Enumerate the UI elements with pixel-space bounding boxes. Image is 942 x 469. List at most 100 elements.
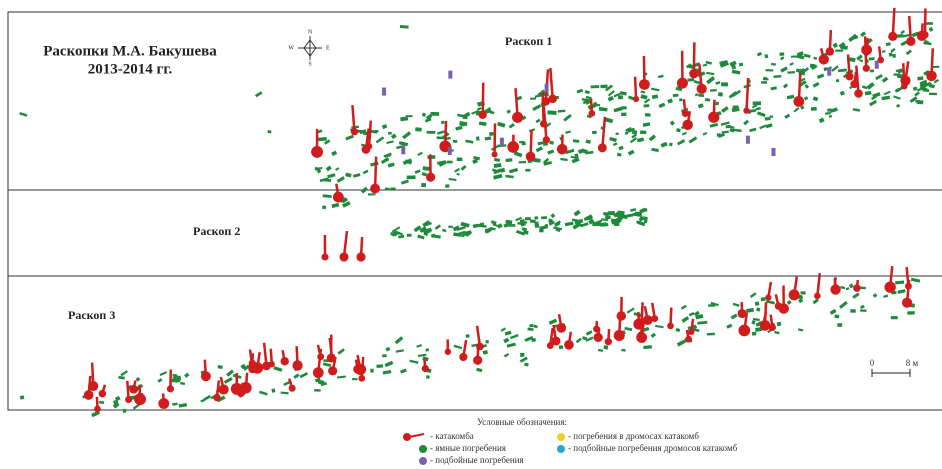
pit-burial: [534, 216, 539, 220]
pit-burial: [779, 56, 785, 61]
pit-burial: [337, 348, 345, 355]
pit-burial: [599, 222, 607, 227]
pit-burial: [911, 31, 919, 38]
pit-burial: [603, 212, 609, 216]
catacomb-chamber: [877, 56, 885, 64]
pit-burial: [523, 230, 529, 235]
pit-burial: [725, 124, 732, 129]
catacomb-chamber: [818, 54, 829, 65]
pit-burial: [755, 107, 761, 111]
pit-burial: [184, 372, 190, 378]
catacomb-chamber: [708, 111, 720, 123]
pit-burial: [519, 356, 528, 363]
catacomb-dromos: [891, 7, 896, 37]
pit-burial: [565, 148, 575, 155]
catacomb-chamber: [200, 371, 211, 382]
pit-burial: [485, 340, 489, 344]
pit-burial: [397, 231, 404, 236]
pit-burial: [893, 73, 901, 76]
pit-burial: [560, 157, 568, 162]
catacomb-dromos: [360, 356, 365, 379]
catacomb-chamber: [473, 355, 483, 365]
pit-burial: [380, 157, 390, 164]
pit-burial: [616, 152, 622, 157]
catacomb-chamber: [365, 143, 373, 150]
pit-burial: [547, 110, 557, 115]
pit-burial: [796, 51, 804, 57]
pit-burial: [688, 311, 695, 317]
pit-burial: [572, 221, 582, 230]
pit-burial: [497, 223, 503, 229]
pit-burial: [255, 91, 263, 98]
pit-burial: [423, 232, 429, 237]
pit-burial: [831, 65, 839, 72]
catacomb-dromos: [601, 116, 607, 148]
pit-burial: [202, 394, 212, 402]
catacomb-chamber: [845, 72, 854, 81]
pit-burial: [548, 318, 558, 325]
pit-burial: [592, 130, 597, 134]
catacomb-chamber: [542, 136, 551, 144]
pit-burial: [864, 90, 872, 96]
pit-burial: [872, 293, 878, 298]
catacomb-chamber: [564, 340, 574, 350]
pit-burial: [617, 95, 623, 100]
catacomb-chamber: [682, 119, 693, 130]
pit-burial: [112, 402, 120, 409]
pit-burial: [114, 395, 121, 402]
pit-burial: [613, 106, 623, 113]
catacomb-dromos: [633, 76, 638, 100]
legend-title: Условные обозначения:: [477, 417, 567, 427]
pit-burial: [385, 346, 391, 352]
pit-burial: [717, 133, 726, 139]
pit-burial: [415, 127, 422, 132]
pit-burial: [754, 301, 760, 306]
catacomb-chamber: [248, 364, 257, 374]
catacomb-dromos: [367, 120, 373, 147]
pit-burial: [896, 103, 901, 108]
pit-burial: [782, 83, 789, 89]
panel-3: [7, 275, 942, 411]
pit-burial: [422, 228, 428, 234]
pit-burial: [486, 109, 495, 115]
pit-burial: [687, 77, 695, 82]
catacomb-chamber: [888, 31, 898, 42]
catacomb-chamber: [332, 191, 344, 203]
pit-burial: [19, 395, 25, 400]
catacomb-chamber: [853, 284, 861, 292]
pit-burial: [323, 139, 331, 145]
pit-burial: [592, 222, 602, 227]
pit-burial: [706, 332, 715, 336]
pit-burial: [860, 31, 867, 37]
pit-burial: [539, 225, 549, 230]
pit-burial: [818, 117, 825, 124]
pit-burial: [425, 114, 433, 121]
catacomb-chamber: [370, 183, 380, 194]
catacomb-chamber: [539, 120, 548, 128]
pit-burial: [120, 370, 128, 377]
pit-burial: [430, 112, 440, 116]
pit-burial: [582, 336, 588, 341]
pit-burial: [759, 124, 767, 130]
pit-burial: [640, 90, 646, 94]
pit-burial: [400, 179, 409, 185]
catacomb-chamber: [901, 297, 913, 308]
pit-burial: [774, 330, 780, 335]
pit-burial: [928, 26, 934, 32]
pit-burial: [592, 101, 598, 107]
pit-burial: [547, 149, 555, 155]
catacomb-chamber: [491, 151, 498, 158]
pit-burial: [881, 76, 889, 83]
pit-burial: [585, 330, 593, 336]
pit-burial: [422, 166, 430, 171]
catacomb-dromos: [351, 105, 356, 132]
pit-burial: [634, 211, 642, 215]
pit-burial: [362, 169, 369, 175]
pit-burial: [555, 228, 561, 232]
pit-burial: [386, 140, 394, 145]
map-title: Раскопки М.А. Бакушева: [43, 43, 217, 59]
pit-burial: [383, 154, 391, 158]
pit-burial: [582, 100, 588, 105]
pit-burial: [694, 93, 699, 97]
pit-burial: [336, 176, 345, 183]
